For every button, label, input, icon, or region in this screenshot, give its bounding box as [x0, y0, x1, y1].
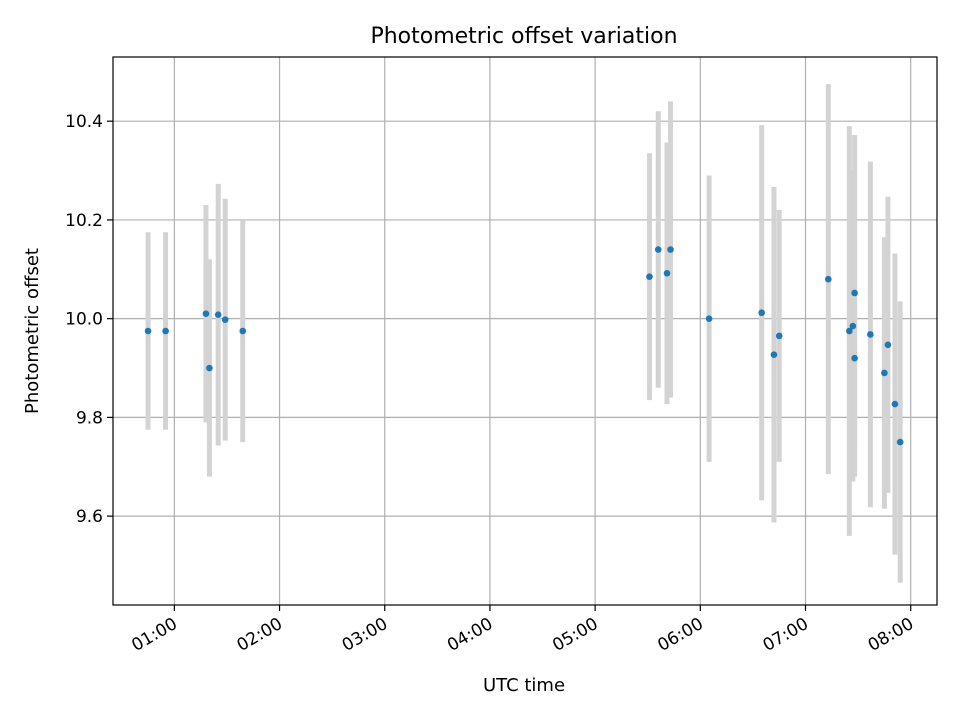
- x-tick-label: 02:00: [234, 614, 286, 656]
- data-point: [881, 369, 888, 377]
- data-point: [851, 354, 858, 362]
- data-point: [214, 311, 222, 319]
- x-axis-label: UTC time: [483, 675, 565, 696]
- y-axis-ticks: 9.6 9.8 10.0 10.2 10.4: [65, 112, 113, 527]
- data-point: [221, 316, 229, 323]
- data-point: [144, 327, 152, 335]
- y-tick-label: 10.0: [65, 310, 103, 330]
- data-point: [202, 310, 210, 318]
- x-tick-label: 08:00: [865, 614, 917, 656]
- data-point: [206, 364, 213, 372]
- x-tick-label: 03:00: [339, 614, 391, 656]
- data-point: [758, 309, 765, 317]
- x-tick-label: 04:00: [444, 614, 496, 656]
- data-point: [654, 246, 662, 253]
- data-point: [770, 351, 778, 358]
- y-axis-label: Photometric offset: [22, 248, 43, 414]
- data-point: [239, 327, 247, 335]
- grid: [113, 57, 937, 605]
- y-tick-label: 10.4: [65, 112, 103, 132]
- x-tick-label: 06:00: [654, 614, 706, 656]
- data-point: [867, 331, 874, 338]
- y-tick-label: 9.8: [76, 408, 103, 428]
- data-point: [846, 327, 853, 335]
- data-point: [891, 400, 899, 408]
- data-point: [896, 438, 904, 446]
- x-axis-ticks: 01:00 02:00 03:00 04:00 05:00 06:00 07:00 08:00: [128, 605, 917, 656]
- x-tick-label: 01:00: [128, 614, 180, 656]
- data-point: [705, 315, 713, 322]
- data-point: [162, 327, 169, 335]
- y-tick-label: 10.2: [65, 211, 103, 231]
- data-point: [825, 275, 832, 283]
- data-point: [646, 273, 653, 280]
- x-tick-label: 07:00: [760, 614, 812, 656]
- plot-frame: [112, 56, 938, 606]
- x-tick-label: 05:00: [549, 614, 601, 656]
- chart-title: Photometric offset variation: [370, 24, 677, 49]
- data-point: [775, 332, 783, 340]
- error-bars: [145, 84, 903, 583]
- data-point: [849, 322, 857, 330]
- y-tick-label: 9.6: [76, 507, 103, 527]
- data-point: [667, 246, 674, 253]
- data-points: [144, 246, 904, 446]
- data-point: [884, 341, 892, 349]
- data-point: [851, 289, 858, 297]
- data-point: [663, 269, 671, 277]
